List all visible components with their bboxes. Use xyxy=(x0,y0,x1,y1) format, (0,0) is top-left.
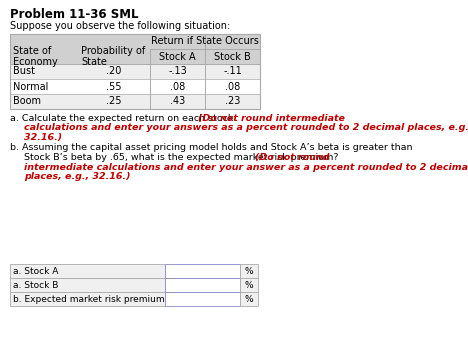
Text: Boom: Boom xyxy=(13,97,41,106)
Text: .23: .23 xyxy=(225,97,240,106)
Text: b. Expected market risk premium: b. Expected market risk premium xyxy=(13,295,165,303)
Text: intermediate calculations and enter your answer as a percent rounded to 2 decima: intermediate calculations and enter your… xyxy=(24,163,468,172)
Text: Normal: Normal xyxy=(13,81,48,92)
Bar xyxy=(165,292,240,306)
Text: a. Stock A: a. Stock A xyxy=(13,266,58,275)
Text: .08: .08 xyxy=(225,81,240,92)
Text: .43: .43 xyxy=(170,97,185,106)
Text: Bust: Bust xyxy=(13,67,35,76)
Bar xyxy=(10,278,165,292)
Text: Stock B’s beta by .65, what is the expected market risk premium?: Stock B’s beta by .65, what is the expec… xyxy=(24,153,342,162)
Text: 32.16.): 32.16.) xyxy=(24,133,62,142)
Bar xyxy=(10,34,260,64)
Text: -.11: -.11 xyxy=(223,67,242,76)
Bar xyxy=(165,264,240,278)
Text: %: % xyxy=(245,295,253,303)
Bar xyxy=(10,64,260,79)
Text: places, e.g., 32.16.): places, e.g., 32.16.) xyxy=(24,172,131,181)
Bar xyxy=(10,264,165,278)
Text: a. Calculate the expected return on each stock.: a. Calculate the expected return on each… xyxy=(10,114,239,123)
Text: %: % xyxy=(245,281,253,290)
Bar xyxy=(10,292,165,306)
Text: -.13: -.13 xyxy=(168,67,187,76)
Text: %: % xyxy=(245,266,253,275)
Text: State of
Economy: State of Economy xyxy=(13,46,58,67)
Bar xyxy=(10,79,260,94)
Bar xyxy=(10,94,260,109)
Text: Stock B: Stock B xyxy=(214,51,251,62)
Text: a. Stock B: a. Stock B xyxy=(13,281,58,290)
Text: .20: .20 xyxy=(106,67,122,76)
Text: .55: .55 xyxy=(106,81,122,92)
Text: Return if State Occurs: Return if State Occurs xyxy=(151,37,259,46)
Bar xyxy=(10,34,260,109)
Text: Probability of
State: Probability of State xyxy=(81,46,145,67)
Text: (Do not round intermediate: (Do not round intermediate xyxy=(198,114,345,123)
Text: .08: .08 xyxy=(170,81,185,92)
Text: .25: .25 xyxy=(106,97,122,106)
Bar xyxy=(240,292,258,306)
Text: calculations and enter your answers as a percent rounded to 2 decimal places, e.: calculations and enter your answers as a… xyxy=(24,123,468,132)
Text: Problem 11-36 SML: Problem 11-36 SML xyxy=(10,8,139,21)
Text: Stock A: Stock A xyxy=(159,51,196,62)
Bar xyxy=(240,264,258,278)
Text: b. Assuming the capital asset pricing model holds and Stock A’s beta is greater : b. Assuming the capital asset pricing mo… xyxy=(10,143,412,152)
Text: Suppose you observe the following situation:: Suppose you observe the following situat… xyxy=(10,21,230,31)
Bar xyxy=(240,278,258,292)
Text: (Do not round: (Do not round xyxy=(255,153,329,162)
Bar xyxy=(165,278,240,292)
